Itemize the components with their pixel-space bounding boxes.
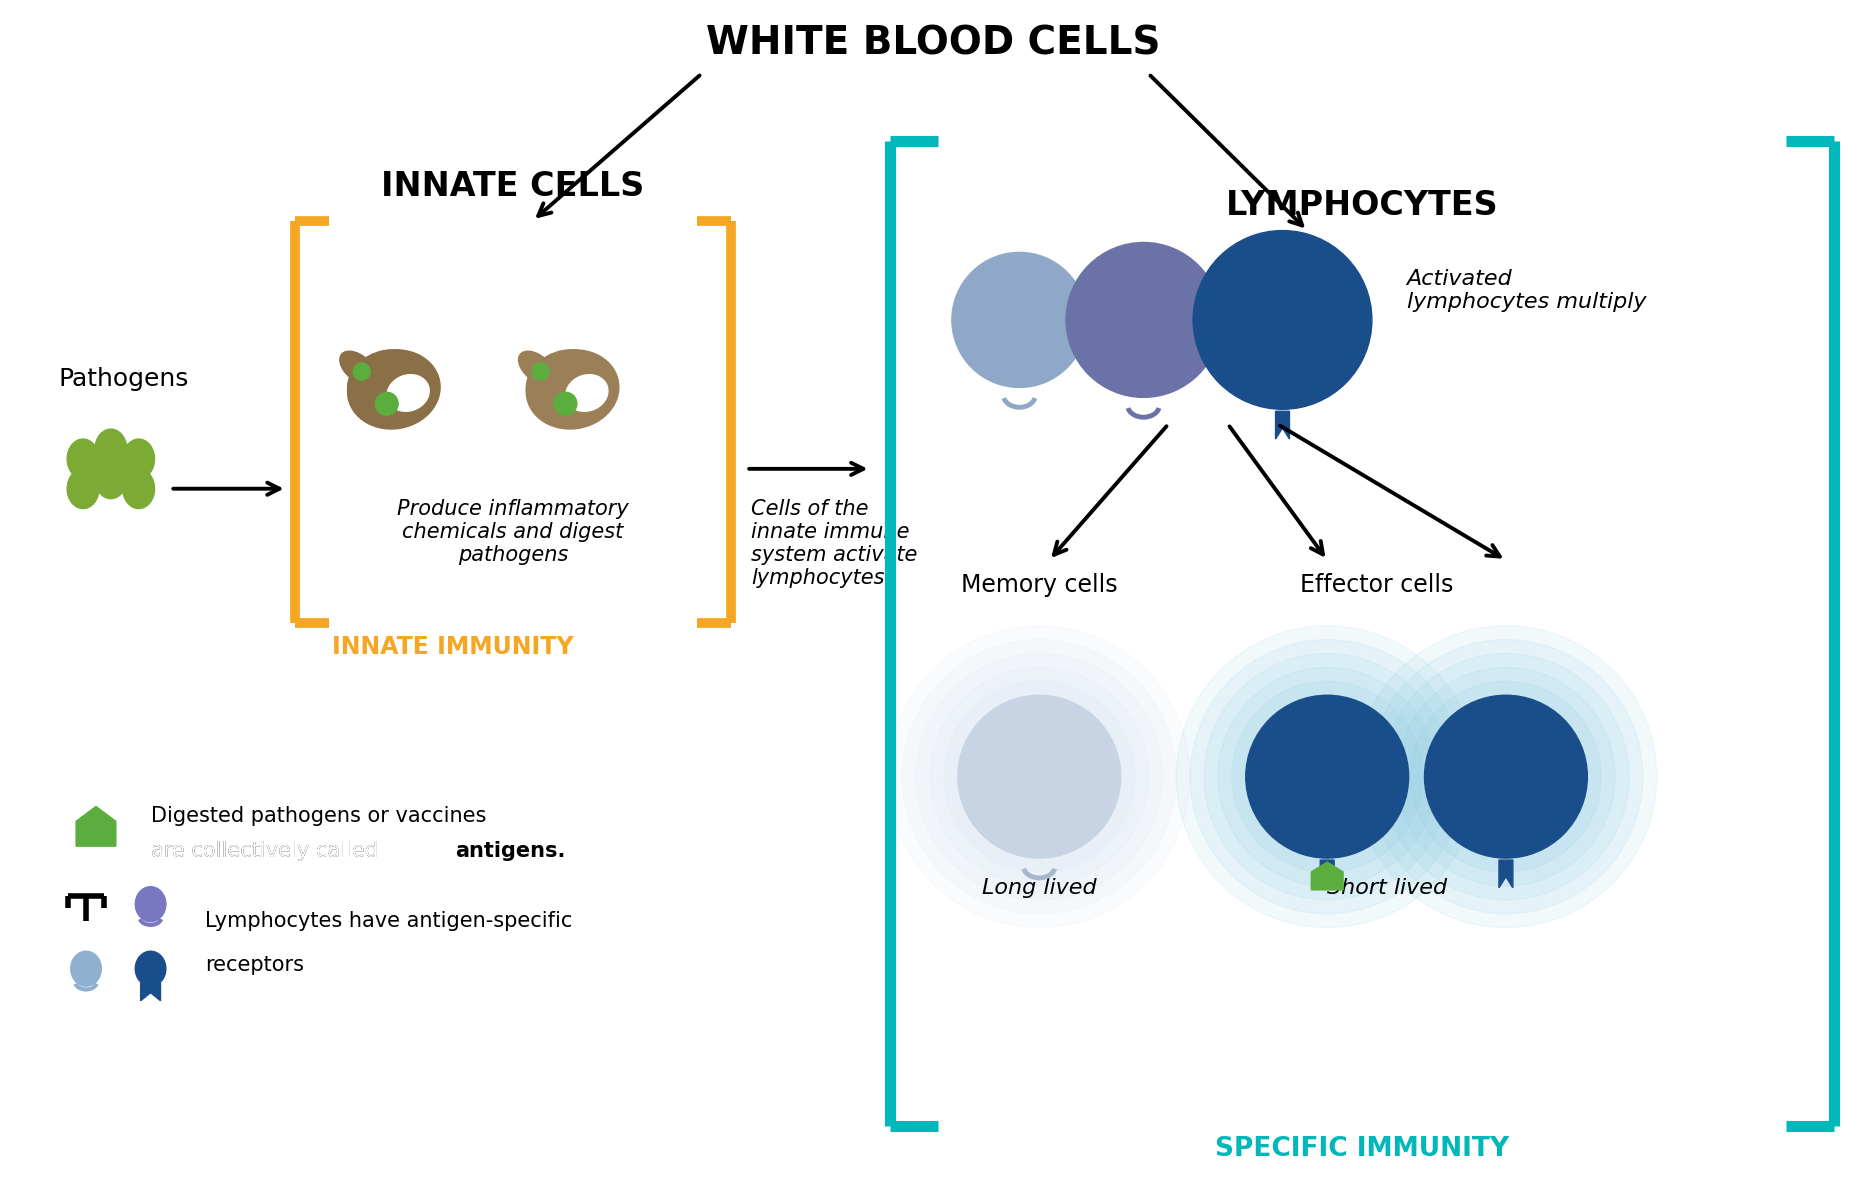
Ellipse shape: [526, 350, 618, 429]
Ellipse shape: [347, 350, 433, 422]
Text: Cells of the
innate immune
system activate
lymphocytes: Cells of the innate immune system activa…: [751, 498, 919, 588]
Circle shape: [1217, 668, 1436, 886]
Text: are collectively called: are collectively called: [151, 841, 385, 861]
Circle shape: [1204, 654, 1451, 900]
Text: antigens.: antigens.: [456, 841, 566, 861]
Ellipse shape: [71, 951, 101, 986]
Circle shape: [889, 626, 1189, 927]
Text: WHITE BLOOD CELLS: WHITE BLOOD CELLS: [706, 25, 1159, 62]
Circle shape: [1383, 654, 1630, 900]
Circle shape: [1355, 626, 1656, 927]
Circle shape: [1189, 640, 1464, 914]
Ellipse shape: [67, 469, 99, 509]
Circle shape: [902, 640, 1176, 914]
Circle shape: [532, 363, 549, 380]
Text: INNATE IMMUNITY: INNATE IMMUNITY: [332, 635, 573, 659]
Polygon shape: [140, 982, 161, 1001]
Text: are collectively called: are collectively called: [151, 841, 385, 861]
Text: INNATE CELLS: INNATE CELLS: [381, 170, 644, 203]
Ellipse shape: [519, 351, 554, 385]
Circle shape: [1369, 640, 1643, 914]
Text: Long lived: Long lived: [982, 878, 1096, 898]
Ellipse shape: [566, 377, 605, 410]
Ellipse shape: [347, 350, 441, 429]
Polygon shape: [77, 807, 116, 846]
Ellipse shape: [123, 469, 155, 509]
Circle shape: [1066, 243, 1221, 397]
Text: receptors: receptors: [205, 955, 304, 975]
Text: SPECIFIC IMMUNITY: SPECIFIC IMMUNITY: [1215, 1136, 1509, 1163]
Text: Activated
lymphocytes multiply: Activated lymphocytes multiply: [1406, 269, 1647, 312]
Circle shape: [1397, 668, 1615, 886]
Circle shape: [945, 681, 1135, 872]
Ellipse shape: [134, 887, 166, 921]
Circle shape: [554, 392, 577, 415]
Text: Lymphocytes have antigen-specific: Lymphocytes have antigen-specific: [205, 911, 573, 931]
Text: Pathogens: Pathogens: [58, 368, 189, 391]
Circle shape: [952, 252, 1087, 388]
Text: LYMPHOCYTES: LYMPHOCYTES: [1225, 190, 1497, 223]
Polygon shape: [1311, 862, 1342, 889]
Circle shape: [353, 363, 370, 380]
Ellipse shape: [95, 459, 127, 498]
Polygon shape: [1320, 860, 1335, 888]
Ellipse shape: [526, 350, 612, 422]
Text: Short lived: Short lived: [1327, 878, 1447, 898]
Ellipse shape: [566, 375, 609, 411]
Ellipse shape: [388, 377, 426, 410]
Ellipse shape: [123, 439, 155, 478]
Ellipse shape: [95, 429, 127, 469]
Circle shape: [1193, 231, 1372, 409]
Circle shape: [917, 654, 1163, 900]
Ellipse shape: [134, 951, 166, 986]
Circle shape: [958, 695, 1120, 858]
Ellipse shape: [67, 439, 99, 478]
Polygon shape: [1499, 860, 1512, 888]
Circle shape: [1232, 681, 1423, 872]
Text: Effector cells: Effector cells: [1299, 574, 1454, 597]
Polygon shape: [1275, 411, 1290, 439]
Circle shape: [375, 392, 398, 415]
Circle shape: [1425, 695, 1587, 858]
Circle shape: [1245, 695, 1408, 858]
Text: Memory cells: Memory cells: [962, 574, 1118, 597]
Circle shape: [1176, 626, 1479, 927]
Circle shape: [930, 668, 1148, 886]
Circle shape: [1411, 681, 1602, 872]
Ellipse shape: [340, 351, 377, 385]
Text: Digested pathogens or vaccines: Digested pathogens or vaccines: [151, 807, 485, 827]
Ellipse shape: [386, 375, 429, 411]
Text: Produce inflammatory
chemicals and digest
pathogens: Produce inflammatory chemicals and diges…: [398, 498, 629, 565]
